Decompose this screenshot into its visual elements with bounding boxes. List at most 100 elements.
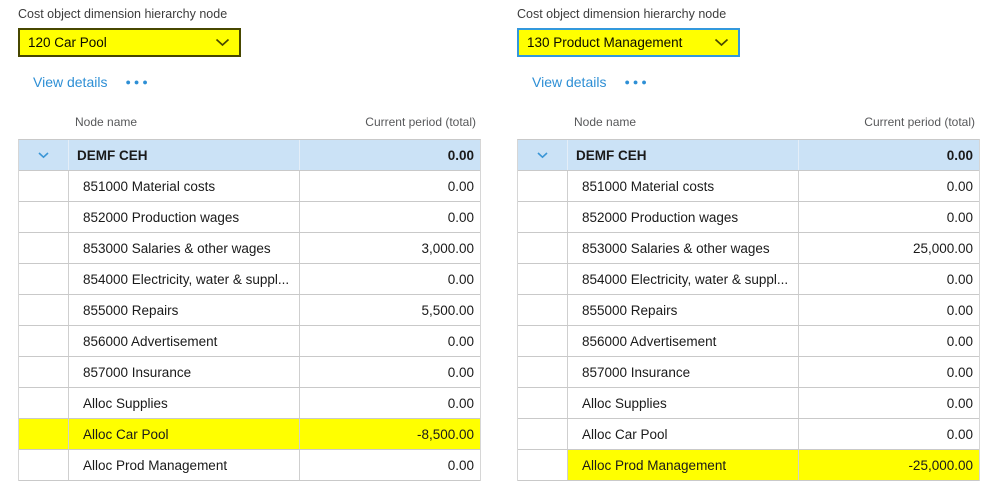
- row-expand-cell: [19, 295, 68, 325]
- node-name-cell: 853000 Salaries & other wages: [567, 233, 798, 263]
- table-row[interactable]: 856000 Advertisement 0.00: [19, 326, 480, 357]
- row-expand-cell: [518, 202, 567, 232]
- cost-object-node-select-value: 130 Product Management: [527, 35, 683, 50]
- row-expand-cell[interactable]: [19, 140, 68, 170]
- table-row[interactable]: 852000 Production wages 0.00: [518, 202, 979, 233]
- node-name-cell: 851000 Material costs: [567, 171, 798, 201]
- node-name-cell: Alloc Car Pool: [68, 419, 299, 449]
- chevron-down-icon: [215, 38, 230, 47]
- node-name-cell: 856000 Advertisement: [567, 326, 798, 356]
- node-value-cell: 0.00: [798, 202, 979, 232]
- node-value-cell: 0.00: [299, 388, 480, 418]
- table-row[interactable]: Alloc Prod Management -25,000.00: [518, 450, 979, 481]
- chevron-down-icon[interactable]: [537, 151, 548, 159]
- node-value-cell: 0.00: [299, 171, 480, 201]
- table-row[interactable]: 853000 Salaries & other wages 3,000.00: [19, 233, 480, 264]
- table-row[interactable]: 857000 Insurance 0.00: [518, 357, 979, 388]
- node-name-cell: Alloc Prod Management: [68, 450, 299, 480]
- more-options-button[interactable]: ●●●: [125, 73, 150, 91]
- node-name-cell: Alloc Supplies: [68, 388, 299, 418]
- more-options-button[interactable]: ●●●: [624, 73, 649, 91]
- cost-object-panel-car-pool: Cost object dimension hierarchy node 120…: [18, 6, 481, 481]
- node-name-cell: 857000 Insurance: [68, 357, 299, 387]
- node-value-cell: 0.00: [798, 295, 979, 325]
- node-name-cell: 857000 Insurance: [567, 357, 798, 387]
- table-row[interactable]: Alloc Supplies 0.00: [19, 388, 480, 419]
- column-header-current-period[interactable]: Current period (total): [864, 114, 975, 129]
- row-expand-cell[interactable]: [518, 140, 567, 170]
- row-expand-cell: [518, 450, 567, 480]
- row-expand-cell: [518, 171, 567, 201]
- view-details-link[interactable]: View details: [33, 74, 108, 90]
- node-value-cell: 5,500.00: [299, 295, 480, 325]
- node-value-cell: 0.00: [798, 419, 979, 449]
- row-expand-cell: [19, 388, 68, 418]
- row-expand-cell: [19, 450, 68, 480]
- row-expand-cell: [518, 326, 567, 356]
- node-value-cell: 0.00: [299, 326, 480, 356]
- table-row[interactable]: 851000 Material costs 0.00: [19, 171, 480, 202]
- node-name-cell: 851000 Material costs: [68, 171, 299, 201]
- table-row[interactable]: DEMF CEH 0.00: [19, 140, 480, 171]
- node-name-cell: Alloc Car Pool: [567, 419, 798, 449]
- cost-object-node-select[interactable]: 120 Car Pool: [18, 28, 241, 57]
- table-row[interactable]: Alloc Car Pool -8,500.00: [19, 419, 480, 450]
- node-value-cell: 0.00: [299, 450, 480, 480]
- node-value-cell: 0.00: [299, 357, 480, 387]
- row-expand-cell: [518, 357, 567, 387]
- chevron-down-icon[interactable]: [38, 151, 49, 159]
- node-value-cell: 0.00: [299, 202, 480, 232]
- row-expand-cell: [19, 233, 68, 263]
- table-row[interactable]: 854000 Electricity, water & suppl... 0.00: [19, 264, 480, 295]
- node-name-cell: 853000 Salaries & other wages: [68, 233, 299, 263]
- node-value-cell: 0.00: [798, 326, 979, 356]
- row-expand-cell: [19, 171, 68, 201]
- row-expand-cell: [19, 202, 68, 232]
- node-name-cell: Alloc Prod Management: [567, 450, 798, 480]
- node-value-cell: 0.00: [798, 171, 979, 201]
- view-details-link[interactable]: View details: [532, 74, 607, 90]
- column-header-node-name[interactable]: Node name: [574, 114, 637, 129]
- field-label: Cost object dimension hierarchy node: [18, 7, 228, 21]
- table-row[interactable]: 855000 Repairs 5,500.00: [19, 295, 480, 326]
- table-row[interactable]: Alloc Prod Management 0.00: [19, 450, 480, 481]
- cost-object-panel-product-management: Cost object dimension hierarchy node 130…: [517, 6, 980, 481]
- cost-object-node-select-value: 120 Car Pool: [28, 35, 107, 50]
- node-value-cell: 0.00: [798, 388, 979, 418]
- node-value-cell: 0.00: [299, 264, 480, 294]
- table-row[interactable]: 853000 Salaries & other wages 25,000.00: [518, 233, 979, 264]
- node-name-cell: DEMF CEH: [68, 140, 299, 170]
- node-value-cell: 0.00: [299, 140, 480, 170]
- node-name-cell: 852000 Production wages: [68, 202, 299, 232]
- row-expand-cell: [518, 264, 567, 294]
- ellipsis-icon: ●●●: [125, 77, 151, 87]
- chevron-down-icon: [714, 38, 729, 47]
- table-row[interactable]: DEMF CEH 0.00: [518, 140, 979, 171]
- node-name-cell: 855000 Repairs: [68, 295, 299, 325]
- table-row[interactable]: 851000 Material costs 0.00: [518, 171, 979, 202]
- table-row[interactable]: 857000 Insurance 0.00: [19, 357, 480, 388]
- node-value-cell: -8,500.00: [299, 419, 480, 449]
- table-row[interactable]: 855000 Repairs 0.00: [518, 295, 979, 326]
- node-value-cell: -25,000.00: [798, 450, 979, 480]
- row-expand-cell: [19, 264, 68, 294]
- column-header-node-name[interactable]: Node name: [75, 114, 138, 129]
- field-label: Cost object dimension hierarchy node: [517, 7, 727, 21]
- hierarchy-grid: DEMF CEH 0.00 851000 Material costs 0.00 852…: [517, 139, 980, 481]
- cost-object-node-select[interactable]: 130 Product Management: [517, 28, 740, 57]
- column-header-current-period[interactable]: Current period (total): [365, 114, 476, 129]
- table-row[interactable]: Alloc Supplies 0.00: [518, 388, 979, 419]
- table-row[interactable]: Alloc Car Pool 0.00: [518, 419, 979, 450]
- row-expand-cell: [518, 295, 567, 325]
- table-row[interactable]: 852000 Production wages 0.00: [19, 202, 480, 233]
- node-value-cell: 3,000.00: [299, 233, 480, 263]
- node-value-cell: 0.00: [798, 140, 979, 170]
- table-row[interactable]: 854000 Electricity, water & suppl... 0.00: [518, 264, 979, 295]
- table-row[interactable]: 856000 Advertisement 0.00: [518, 326, 979, 357]
- row-expand-cell: [518, 233, 567, 263]
- node-name-cell: 854000 Electricity, water & suppl...: [68, 264, 299, 294]
- node-name-cell: 855000 Repairs: [567, 295, 798, 325]
- node-name-cell: 854000 Electricity, water & suppl...: [567, 264, 798, 294]
- node-name-cell: Alloc Supplies: [567, 388, 798, 418]
- node-name-cell: 856000 Advertisement: [68, 326, 299, 356]
